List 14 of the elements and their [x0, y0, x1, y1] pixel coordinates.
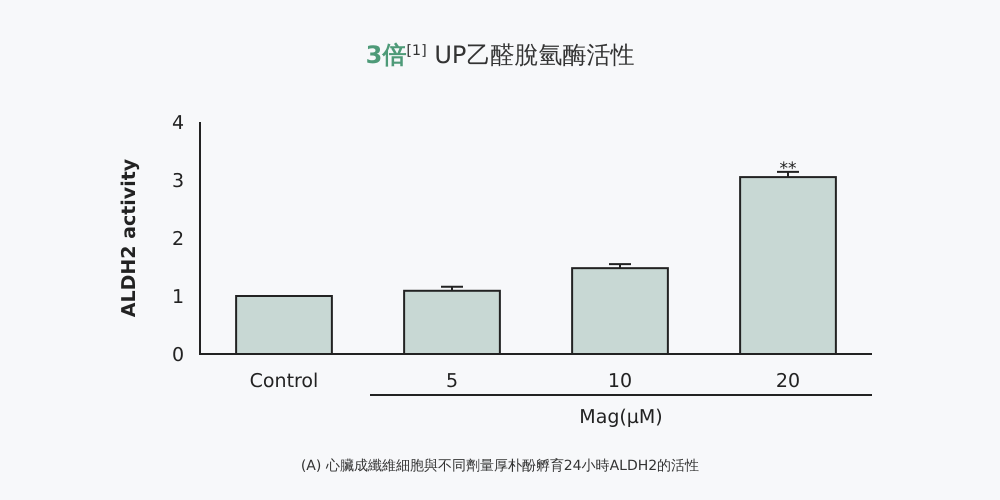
y-tick-label: 2	[172, 228, 184, 250]
x-axis-title: Mag(μM)	[579, 406, 663, 428]
annotation: **	[780, 158, 796, 179]
y-axis-title: ALDH2 activity	[118, 158, 140, 318]
y-tick-label: 1	[172, 286, 184, 308]
y-tick-label: 3	[172, 170, 184, 192]
text: (A) 心臟成纖維細胞與不同劑量厚朴酚孵育24小時ALDH2的活性	[300, 457, 700, 474]
x-tick-label: Control	[250, 370, 318, 392]
x-tick-label: 5	[446, 370, 458, 392]
y-tick-label: 4	[172, 112, 184, 134]
chart-title: 3倍$^{[1]}$ UP乙醛脫氫酶活性	[366, 41, 634, 69]
x-tick-label: 20	[776, 370, 800, 392]
x-tick-label: 10	[608, 370, 632, 392]
y-tick-label: 0	[172, 344, 184, 366]
